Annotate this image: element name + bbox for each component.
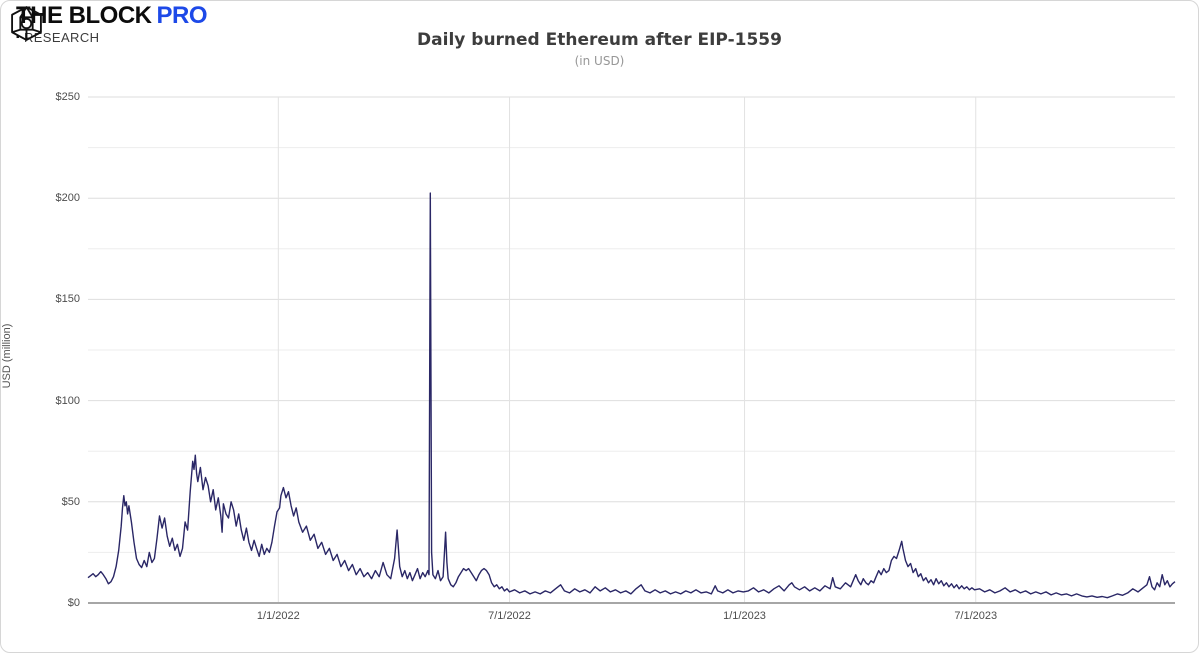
x-tick-label: 1/1/2023 [723, 610, 766, 622]
chart-subtitle: (in USD) [574, 54, 625, 68]
x-tick-label: 7/1/2023 [954, 610, 998, 622]
block-cube-icon [11, 6, 42, 41]
y-tick-label: $100 [55, 394, 80, 407]
y-tick-label: $200 [55, 192, 80, 205]
the-block-pro-logo: THE BLOCK PRO ▪ RESEARCH [10, 2, 208, 44]
brand-pro: PRO [156, 2, 208, 29]
brand-name: THE BLOCK PRO [16, 2, 208, 29]
burned-eth-series-line [87, 192, 1176, 599]
x-tick-label: 1/1/2022 [256, 610, 300, 622]
y-tick-label: $50 [61, 495, 80, 508]
x-tick-label: 7/1/2022 [488, 610, 531, 622]
chart-title: Daily burned Ethereum after EIP-1559 [417, 30, 782, 50]
research-label: RESEARCH [23, 30, 100, 45]
y-tick-label: $150 [55, 293, 80, 306]
research-bullet: ▪ [16, 31, 20, 43]
y-tick-label: $250 [55, 91, 80, 103]
brand-research: ▪ RESEARCH [16, 31, 207, 44]
y-tick-label: $0 [67, 597, 80, 609]
brand-the-block: THE BLOCK [16, 2, 152, 29]
